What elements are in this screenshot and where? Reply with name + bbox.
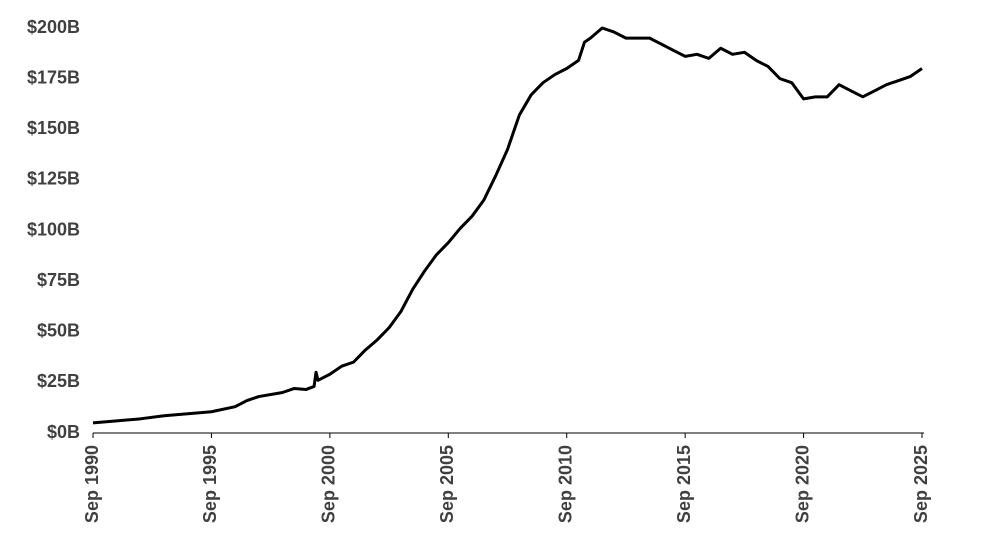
y-tick-label: $125B <box>27 169 80 189</box>
data-line <box>92 26 923 425</box>
y-tick-label: $175B <box>27 67 80 87</box>
x-tick-label: Sep 2000 <box>319 445 339 523</box>
x-tick-label: Sep 1995 <box>200 445 220 523</box>
y-tick-label: $25B <box>37 371 80 391</box>
y-tick-label: $50B <box>37 321 80 341</box>
y-tick-label: $100B <box>27 219 80 239</box>
x-tick-label: Sep 2015 <box>674 445 694 523</box>
y-tick-label: $150B <box>27 118 80 138</box>
x-tick-label: Sep 2005 <box>437 445 457 523</box>
x-tick-label: Sep 2020 <box>792 445 812 523</box>
y-tick-label: $0B <box>47 422 80 442</box>
x-tick-label: Sep 2025 <box>911 445 931 523</box>
y-tick-label: $75B <box>37 270 80 290</box>
x-tick-label: Sep 2010 <box>555 445 575 523</box>
y-tick-label: $200B <box>27 17 80 37</box>
x-tick-label: Sep 1990 <box>82 445 102 523</box>
